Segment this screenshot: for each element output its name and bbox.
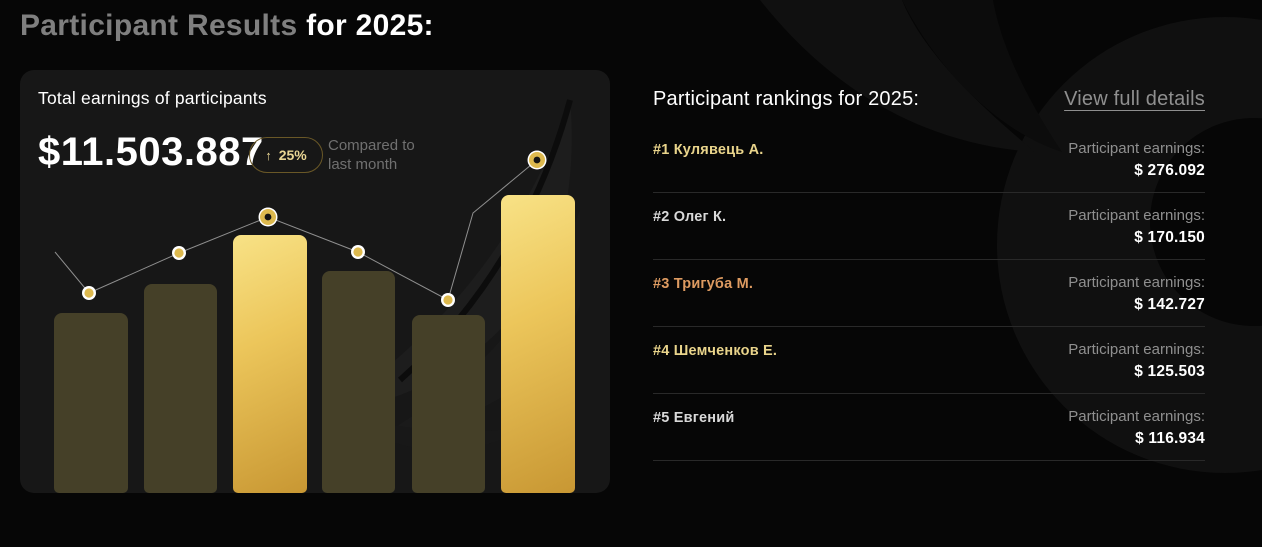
ranking-row: #5 Евгений Participant earnings: $ 116.934 — [653, 394, 1205, 461]
chart-bar-1 — [54, 313, 128, 493]
chart-bar-5 — [412, 315, 485, 493]
chart-bar-2 — [144, 284, 217, 493]
earnings-label: Participant earnings: — [1068, 408, 1205, 425]
participant-rank-name: #1 Кулявець А. — [653, 142, 764, 158]
participant-rank-name: #2 Олег К. — [653, 209, 727, 225]
participant-earnings: Participant earnings: $ 116.934 — [1068, 408, 1205, 448]
total-earnings-value: $11.503.887 — [38, 130, 264, 174]
rankings-panel: Participant rankings for 2025: View full… — [653, 86, 1205, 461]
rankings-title: Participant rankings for 2025: — [653, 88, 920, 110]
ranking-row: #2 Олег К. Participant earnings: $ 170.150 — [653, 193, 1205, 260]
earnings-label: Participant earnings: — [1068, 207, 1205, 224]
total-earnings-card: Total earnings of participants $11.503.8… — [20, 70, 610, 493]
trend-line — [54, 150, 547, 307]
page-title-muted: Participant Results — [20, 9, 298, 42]
growth-percent: 25% — [278, 147, 307, 163]
page-title-accent: for 2025: — [306, 9, 434, 42]
card-title: Total earnings of participants — [38, 88, 267, 108]
earnings-label: Participant earnings: — [1068, 274, 1205, 291]
rankings-header: Participant rankings for 2025: View full… — [653, 86, 1205, 112]
ranking-row: #4 Шемченков Е. Participant earnings: $ 12… — [653, 327, 1205, 394]
earnings-amount: $ 276.092 — [1134, 162, 1205, 179]
participant-earnings: Participant earnings: $ 276.092 — [1068, 140, 1205, 180]
earnings-label: Participant earnings: — [1068, 341, 1205, 358]
ranking-row: #3 Тригуба М. Participant earnings: $ 142.… — [653, 260, 1205, 327]
view-full-details-link[interactable]: View full details — [1064, 88, 1205, 110]
earnings-amount: $ 116.934 — [1135, 430, 1205, 447]
earnings-amount: $ 142.727 — [1134, 296, 1205, 313]
chart-bar-4 — [322, 271, 395, 493]
page-title: Participant Results for 2025: — [20, 6, 434, 46]
growth-badge: ↑ 25% — [249, 137, 323, 173]
participant-earnings: Participant earnings: $ 142.727 — [1068, 274, 1205, 314]
arrow-up-icon: ↑ — [265, 147, 272, 163]
chart-bar-3 — [233, 235, 307, 493]
earnings-amount: $ 125.503 — [1134, 363, 1205, 380]
chart-bar-6 — [501, 195, 575, 493]
participant-earnings: Participant earnings: $ 125.503 — [1068, 341, 1205, 381]
participant-earnings: Participant earnings: $ 170.150 — [1068, 207, 1205, 247]
participant-rank-name: #3 Тригуба М. — [653, 276, 754, 292]
ranking-row: #1 Кулявець А. Participant earnings: $ 276… — [653, 126, 1205, 193]
earnings-chart — [20, 70, 610, 493]
participant-rank-name: #4 Шемченков Е. — [653, 343, 778, 359]
earnings-amount: $ 170.150 — [1134, 229, 1205, 246]
participant-rank-name: #5 Евгений — [653, 410, 735, 426]
earnings-label: Participant earnings: — [1068, 140, 1205, 157]
compare-note: Compared to last month — [328, 137, 415, 173]
rankings-rows: #1 Кулявець А. Participant earnings: $ 276… — [653, 126, 1205, 461]
